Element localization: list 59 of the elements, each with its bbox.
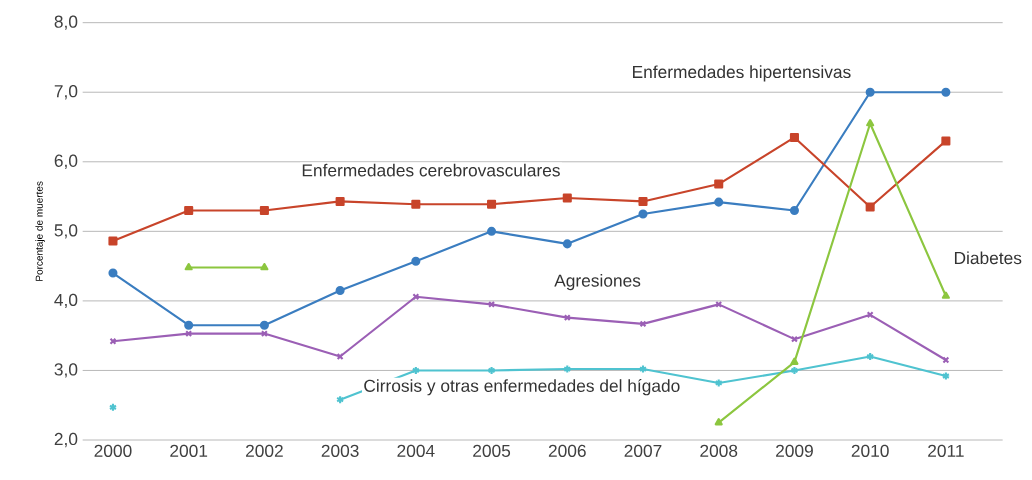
point [184,205,194,216]
point [411,199,421,209]
x-tick-label: 2011 [928,444,964,457]
point [184,262,193,271]
point [563,364,572,374]
point [866,119,875,127]
x-tick-label: 2004 [397,444,435,457]
x-tick-label: 2008 [700,444,738,457]
y-tick-label: 7,0 [54,85,78,100]
point [260,262,269,271]
point [562,193,572,203]
point [487,226,497,236]
point [865,87,875,97]
point [259,320,269,330]
point [638,364,648,374]
y-axis-title: Porcentaje de muertes [35,181,45,281]
x-tick-label: 2003 [321,444,359,457]
point [789,205,799,216]
point [487,199,497,209]
point [941,291,950,299]
point [335,285,345,295]
y-tick-label: 8,0 [54,15,78,30]
y-tick-label: 6,0 [54,154,78,169]
series-label: Agresiones [554,274,641,291]
point [638,196,648,206]
point [259,205,269,216]
series-label: Diabetes [954,251,1022,265]
point [108,268,118,278]
point [789,132,799,142]
point [562,239,572,249]
y-tick-label: 5,0 [54,224,78,239]
point [941,136,951,146]
point [714,418,723,426]
series-label: Cirrosis y otras enfermedades del hígado [364,379,680,396]
x-tick-label: 2002 [246,444,283,457]
x-tick-label: 2005 [473,444,511,457]
point [108,236,118,246]
x-tick-label: 2006 [548,444,586,457]
point [714,378,723,388]
x-tick-label: 2010 [851,444,889,457]
point [941,87,951,97]
point [411,256,421,266]
y-tick-label: 4,0 [54,293,78,309]
point [638,209,648,219]
point [790,357,799,365]
point [184,320,194,330]
series-label: Enfermedades cerebrovasculares [302,163,560,177]
point [108,402,118,412]
y-tick-label: 3,0 [54,363,78,378]
x-tick-label: 2007 [624,444,662,457]
point [335,196,345,206]
point [714,197,724,207]
x-tick-label: 2001 [170,444,208,457]
point [714,179,724,189]
y-tick-label: 2,0 [54,432,78,448]
x-tick-label: 2000 [94,444,132,457]
x-tick-label: 2009 [776,444,813,457]
series-label: Enfermedades hipertensivas [633,65,851,82]
point [865,202,875,212]
